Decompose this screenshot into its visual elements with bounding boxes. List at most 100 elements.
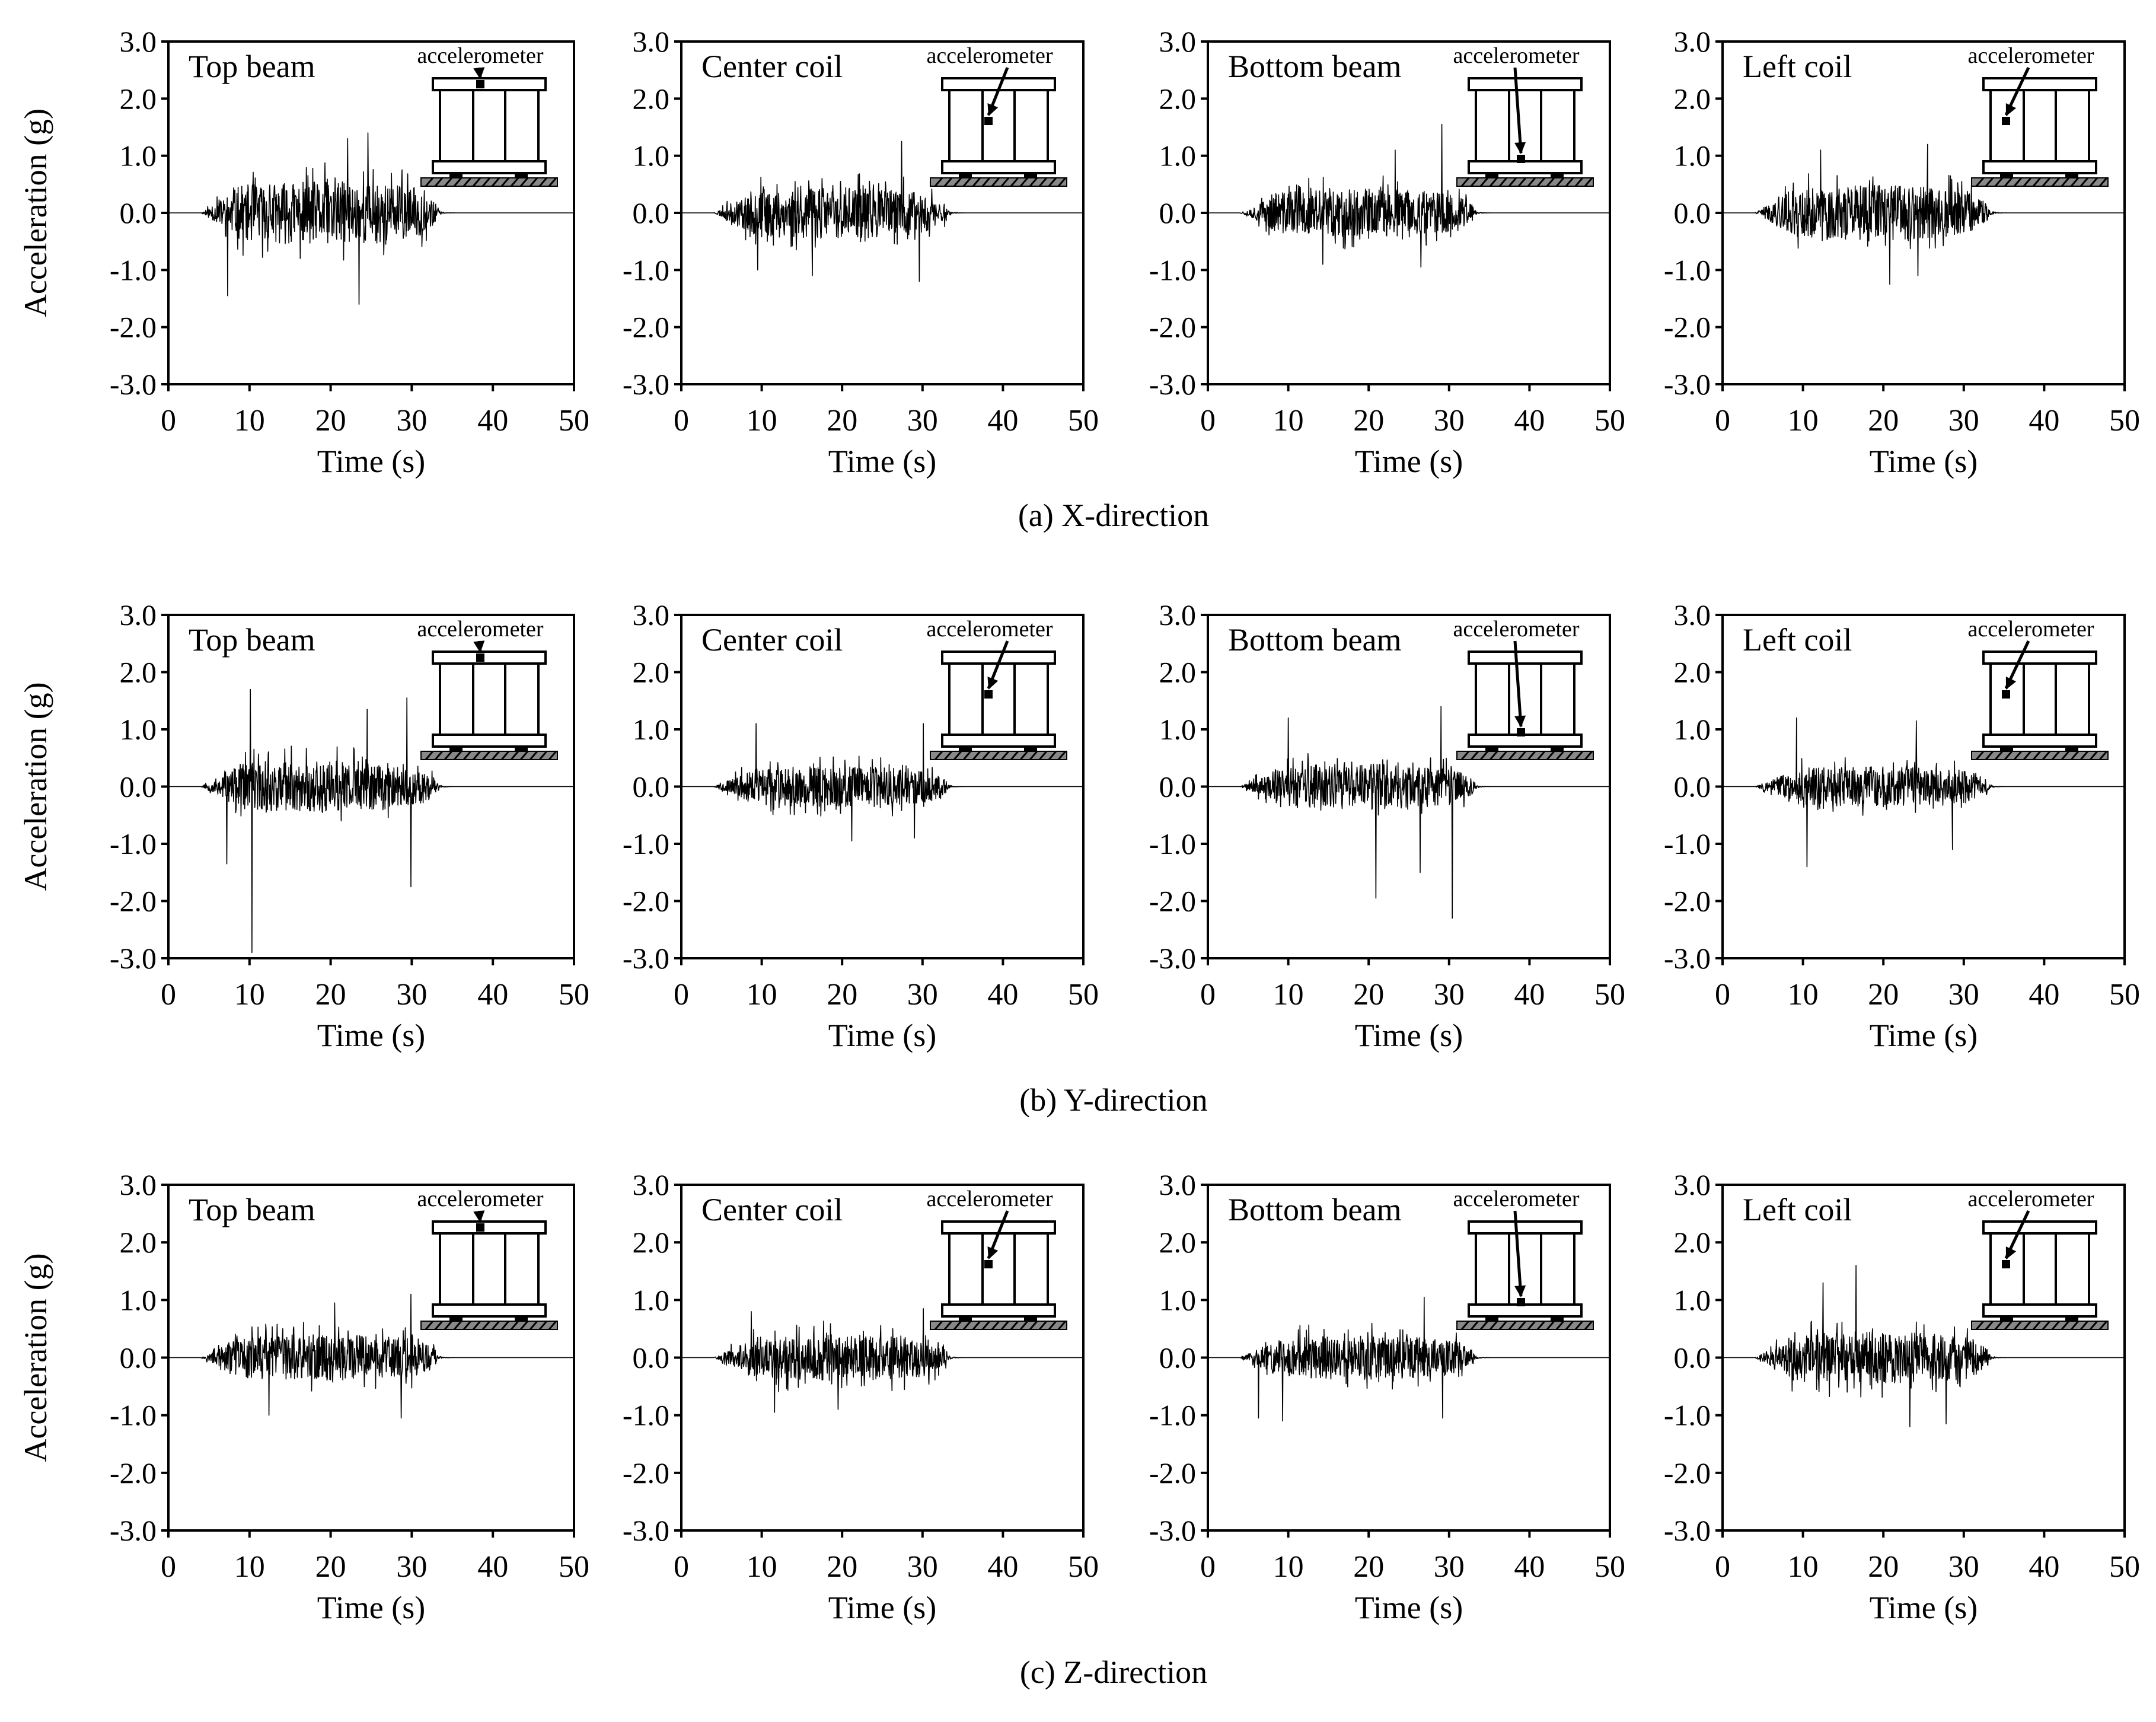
ground-hatch	[1498, 1321, 1508, 1330]
ground-hatch	[2042, 177, 2051, 187]
ground-hatch	[2032, 1321, 2042, 1330]
x-tick-label: 10	[1273, 1550, 1304, 1584]
bottom-beam-shape	[432, 160, 547, 174]
sensor-arrowhead	[1514, 1285, 1526, 1297]
ground-hatch	[2070, 751, 2080, 760]
y-tick-label: -2.0	[110, 885, 157, 918]
x-tick-label: 0	[674, 978, 689, 1012]
ground-hatch	[2004, 1321, 2013, 1330]
y-tick-label: -1.0	[1664, 1399, 1711, 1432]
x-tick-label: 10	[234, 1550, 265, 1584]
transformer-inset: accelerometer	[926, 617, 1067, 760]
x-tick-label: 50	[2109, 1550, 2140, 1584]
ground-hatch	[2080, 1321, 2089, 1330]
x-tick-label: 20	[827, 978, 857, 1012]
ground-hatch	[2032, 751, 2042, 760]
ground-hatch	[425, 751, 434, 760]
ground-hatch	[2070, 177, 2080, 187]
y-tick-label: -3.0	[623, 368, 669, 401]
ground-hatch	[1546, 751, 1555, 760]
y-tick-label: -3.0	[110, 942, 157, 975]
bottom-beam-shape	[941, 1303, 1056, 1318]
y-tick-label: -3.0	[1664, 368, 1711, 401]
ground-hatch	[463, 177, 472, 187]
panel-left-coil: 3.0 2.0 1.0 0.0 -1.0 -2.0 -3.00 10 20 30 40 50 Time …	[1664, 25, 2140, 479]
y-tick-label: -1.0	[110, 253, 157, 286]
x-tick-label: 10	[1788, 1550, 1819, 1584]
x-tick-label: 10	[1273, 404, 1304, 438]
ground-hatch	[991, 751, 1000, 760]
ground-hatch	[2023, 177, 2032, 187]
x-tick-label: 30	[396, 978, 427, 1012]
ground-hatch	[434, 177, 444, 187]
ground-hatch	[1994, 1321, 2004, 1330]
y-tick-label: 1.0	[633, 1283, 670, 1316]
y-tick-label: 3.0	[1674, 598, 1711, 632]
sensor-arrowhead	[987, 677, 999, 690]
x-tick-label: 50	[1594, 978, 1625, 1012]
x-tick-label: 10	[747, 1550, 777, 1584]
transformer-inset: accelerometer	[1453, 1187, 1594, 1330]
y-tick-label: -1.0	[1149, 827, 1196, 860]
y-tick-label: 3.0	[633, 598, 670, 632]
ground-hatch	[1508, 1321, 1517, 1330]
ground-hatch	[1584, 1321, 1593, 1330]
acceleration-trace	[681, 723, 1084, 841]
ground-hatch	[981, 751, 991, 760]
y-tick-label: 3.0	[1159, 598, 1197, 632]
y-tick-label: 2.0	[1674, 1226, 1711, 1259]
ground-hatch	[1048, 177, 1057, 187]
support-left	[1485, 1316, 1498, 1321]
y-tick-label: -2.0	[1149, 885, 1196, 918]
ground-hatch	[2061, 1321, 2070, 1330]
ground-hatch	[934, 177, 943, 187]
coil-frame-shape	[948, 662, 1049, 736]
accelerometer-label: accelerometer	[1453, 43, 1579, 68]
ground-hatch	[1038, 177, 1048, 187]
x-tick-label: 0	[1200, 404, 1216, 438]
ground-hatch	[1019, 1321, 1029, 1330]
support-right	[2065, 173, 2078, 178]
x-tick-label: 30	[1948, 978, 1979, 1012]
ground-hatch	[2013, 1321, 2023, 1330]
ground-hatch	[1000, 751, 1010, 760]
ground-hatch	[934, 1321, 943, 1330]
sensor-arrowhead	[2005, 677, 2017, 690]
ground-hatch	[1038, 1321, 1048, 1330]
sensor-arrowhead	[473, 67, 485, 79]
sensor-arrow	[1513, 67, 1523, 154]
panel-title: Bottom beam	[1228, 49, 1401, 84]
acceleration-trace	[681, 141, 1084, 282]
ground-hatch	[1527, 751, 1536, 760]
x-tick-label: 50	[2109, 404, 2140, 438]
acceleration-trace	[1722, 144, 2125, 285]
accelerometer-label: accelerometer	[1453, 617, 1579, 642]
ground-hatch	[1565, 751, 1574, 760]
sensor-marker	[1517, 728, 1525, 736]
y-tick-label: -3.0	[1664, 1514, 1711, 1547]
ground-hatch	[1048, 751, 1057, 760]
sensor-arrowhead	[987, 103, 999, 116]
sensor-arrowhead	[987, 1246, 999, 1259]
x-tick-label: 30	[396, 404, 427, 438]
ground-hatch	[425, 177, 434, 187]
ground-hatch	[1584, 751, 1593, 760]
x-tick-label: 50	[1594, 1550, 1625, 1584]
x-tick-label: 20	[1868, 978, 1899, 1012]
y-tick-label: 0.0	[1159, 770, 1197, 803]
sensor-arrow	[1513, 1210, 1523, 1297]
bottom-beam-shape	[432, 1303, 547, 1318]
y-tick-label: 2.0	[1159, 82, 1197, 115]
bottom-beam-shape	[1982, 734, 2097, 748]
sensor-marker	[2002, 1260, 2010, 1268]
ground-hatch	[1517, 751, 1527, 760]
y-tick-label: 3.0	[120, 1168, 157, 1201]
support-right	[1024, 747, 1037, 751]
x-axis-label: Time (s)	[1870, 1590, 1978, 1625]
x-tick-label: 30	[907, 404, 938, 438]
ground-hatch	[2098, 751, 2108, 760]
ground-hatch	[463, 1321, 472, 1330]
coil-frame-shape	[1475, 89, 1575, 162]
x-tick-label: 30	[1948, 1550, 1979, 1584]
